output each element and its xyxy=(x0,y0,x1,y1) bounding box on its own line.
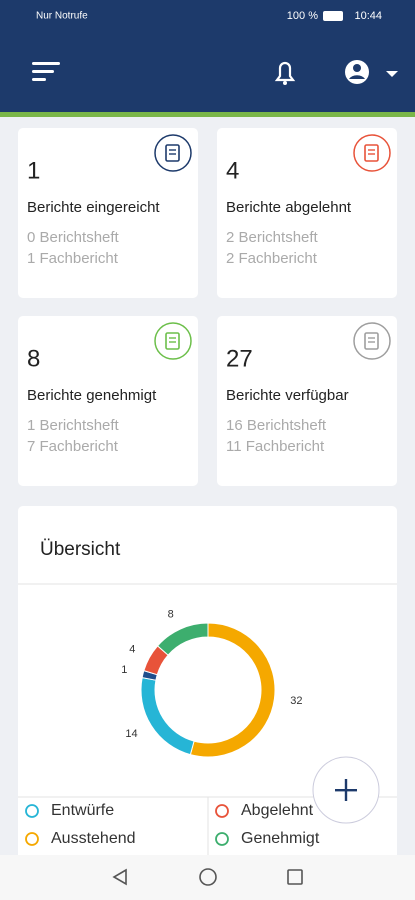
add-button[interactable] xyxy=(312,756,380,824)
value-label: 32 xyxy=(290,695,302,707)
nav-recent[interactable] xyxy=(287,869,303,885)
card-line: 0 Berichtsheft xyxy=(27,229,120,246)
stat-card xyxy=(217,128,397,298)
value-label: 8 xyxy=(168,608,174,620)
overview-title: Übersicht xyxy=(40,539,121,560)
value-label: 4 xyxy=(129,644,135,656)
accent-line xyxy=(0,112,415,117)
icon-doc xyxy=(364,144,379,162)
card-count: 4 xyxy=(226,157,239,184)
legend-label: Entwürfe xyxy=(51,802,114,819)
icon-doc xyxy=(165,144,180,162)
legend-swatch xyxy=(25,804,39,818)
status-battery: 100 % xyxy=(287,10,318,22)
icon-ring xyxy=(154,322,192,360)
card-count: 27 xyxy=(226,345,253,372)
card-icon xyxy=(353,134,391,172)
icon-doc xyxy=(165,332,180,350)
legend-swatch xyxy=(25,832,39,846)
card-icon xyxy=(154,322,192,360)
card-line: 2 Fachbericht xyxy=(226,250,318,267)
value-label: 14 xyxy=(125,728,137,740)
card-count: 1 xyxy=(27,157,40,184)
legend-label: Abgelehnt xyxy=(241,802,314,819)
donut-segment xyxy=(156,622,209,656)
value-label: 1 xyxy=(121,664,127,676)
stat-card xyxy=(18,128,198,298)
card-count: 8 xyxy=(27,345,40,372)
card-title: Berichte genehmigt xyxy=(27,387,157,404)
card-line: 2 Berichtsheft xyxy=(226,229,319,246)
menu-button[interactable] xyxy=(32,62,60,81)
nav-home[interactable] xyxy=(199,868,217,886)
stat-card xyxy=(217,316,397,486)
icon-doc xyxy=(364,332,379,350)
icon-ring xyxy=(353,134,391,172)
app-bar xyxy=(0,0,415,112)
card-title: Berichte eingereicht xyxy=(27,199,160,216)
status-left: Nur Notrufe xyxy=(36,11,88,22)
status-time: 10:44 xyxy=(354,10,382,22)
card-title: Berichte abgelehnt xyxy=(226,199,352,216)
nav-bar xyxy=(0,855,415,900)
profile-button[interactable] xyxy=(345,60,398,84)
legend-label: Ausstehend xyxy=(51,830,136,847)
legend-swatch xyxy=(215,804,229,818)
overview-card xyxy=(18,506,397,866)
card-title: Berichte verfügbar xyxy=(226,387,349,404)
stat-card xyxy=(18,316,198,486)
legend-label: Genehmigt xyxy=(241,830,320,847)
card-line: 7 Fachbericht xyxy=(27,438,119,455)
notification-button[interactable] xyxy=(274,61,296,85)
card-icon xyxy=(353,322,391,360)
card-line: 1 Fachbericht xyxy=(27,250,119,267)
card-line: 11 Fachbericht xyxy=(226,438,325,455)
legend-swatch xyxy=(215,832,229,846)
card-line: 16 Berichtsheft xyxy=(226,417,327,434)
nav-back[interactable] xyxy=(112,868,127,886)
icon-ring xyxy=(353,322,391,360)
icon-ring xyxy=(154,134,192,172)
battery-icon xyxy=(323,11,343,21)
card-icon xyxy=(154,134,192,172)
card-line: 1 Berichtsheft xyxy=(27,417,120,434)
